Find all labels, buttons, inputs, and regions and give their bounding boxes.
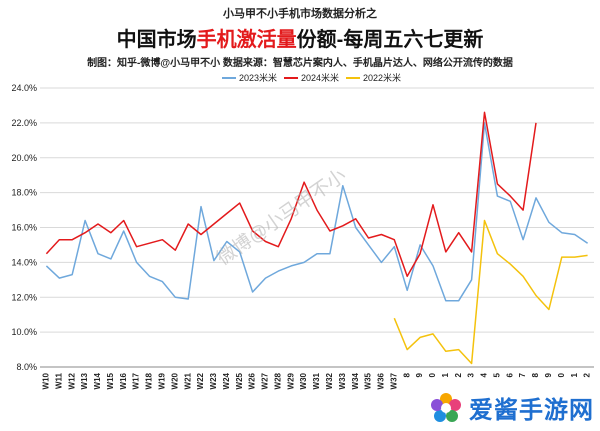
x-tick-label: W15 [106, 372, 115, 389]
y-tick-label: 16.0% [11, 223, 37, 233]
y-tick-label: 20.0% [11, 153, 37, 163]
x-tick-label: 1 [570, 372, 579, 377]
x-tick-label: W36 [377, 372, 386, 389]
x-tick-label: W10 [42, 372, 51, 389]
legend-label: 2023米米 [239, 72, 277, 83]
x-tick-label: W32 [325, 372, 334, 389]
y-tick-label: 18.0% [11, 188, 37, 198]
x-tick-label: W29 [286, 372, 295, 389]
legend: 2023米米 2024米米 2022米米 [222, 72, 401, 83]
x-tick-label: 3 [467, 372, 476, 377]
y-axis: 8.0% 10.0% 12.0% 14.0% 16.0% 18.0% 20.0% 22.0% 2… [11, 83, 37, 372]
title-suffix: 份额-每周五六七更新 [297, 27, 484, 51]
x-tick-label: W30 [299, 372, 308, 389]
x-tick-label: W34 [351, 372, 360, 389]
x-tick-label: 6 [505, 372, 514, 377]
x-tick-label: W12 [67, 372, 76, 389]
x-tick-label: W11 [54, 372, 63, 389]
x-tick-label: 8 [531, 372, 540, 377]
y-tick-label: 22.0% [11, 118, 37, 128]
y-tick-label: 14.0% [11, 257, 37, 267]
x-tick-label: 2 [454, 372, 463, 377]
x-tick-label: W26 [248, 372, 257, 389]
x-tick-label: 1 [441, 372, 450, 377]
x-tick-label: W23 [209, 372, 218, 389]
y-tick-label: 8.0% [16, 362, 37, 372]
x-tick-label: W13 [80, 372, 89, 389]
x-tick-label: W22 [196, 372, 205, 389]
chart-title: 中国市场手机激活量份额-每周五六七更新 [117, 27, 484, 51]
y-tick-label: 12.0% [11, 292, 37, 302]
x-tick-label: 9 [415, 372, 424, 377]
x-tick-label: W14 [93, 372, 102, 389]
x-tick-label: W24 [222, 372, 231, 389]
x-tick-label: W31 [312, 372, 321, 389]
chart-source-line: 制图：知乎-微博@小马甲不小 数据来源：智慧芯片案内人、手机晶片达人、网络公开流… [87, 56, 513, 69]
y-tick-label: 24.0% [11, 83, 37, 93]
series-line [45, 111, 537, 278]
x-tick-label: W28 [273, 372, 282, 389]
x-tick-label: W19 [158, 372, 167, 389]
x-tick-label: W25 [235, 372, 244, 389]
x-tick-label: 8 [402, 372, 411, 377]
x-tick-label: 9 [544, 372, 553, 377]
flower-logo-icon [431, 392, 461, 422]
site-logo-watermark: 爱酱手游网 [429, 390, 594, 425]
legend-label: 2022米米 [363, 72, 401, 83]
x-tick-label: 0 [557, 372, 566, 377]
x-tick-label: W17 [132, 372, 141, 389]
x-tick-label: 4 [480, 372, 489, 377]
x-tick-label: W21 [183, 372, 192, 389]
series-line [393, 219, 588, 365]
x-tick-label: W35 [364, 372, 373, 389]
grid-lines [40, 87, 594, 368]
legend-label: 2024米米 [301, 72, 339, 83]
x-tick-label: W37 [389, 372, 398, 389]
x-axis: W10 W11 W12 W13 W14 W15 W16 W17 W18 W19 W20 W21 W22 W… [42, 372, 592, 389]
x-tick-label: 0 [428, 372, 437, 377]
y-tick-label: 10.0% [11, 327, 37, 337]
x-tick-label: W16 [119, 372, 128, 389]
x-tick-label: W33 [338, 372, 347, 389]
chart-top-line: 小马甲不小手机市场数据分析之 [222, 6, 377, 20]
x-tick-label: 5 [492, 372, 501, 377]
x-tick-label: W18 [145, 372, 154, 389]
series-group [45, 111, 589, 365]
x-tick-label: W20 [170, 372, 179, 389]
title-highlight: 手机激活量 [197, 27, 297, 51]
x-tick-label: 2 [583, 372, 592, 377]
site-logo-text: 爱酱手游网 [469, 396, 594, 424]
title-prefix: 中国市场 [117, 27, 197, 51]
x-tick-label: 7 [518, 372, 527, 377]
series-line [45, 122, 589, 302]
x-tick-label: W27 [261, 372, 270, 389]
